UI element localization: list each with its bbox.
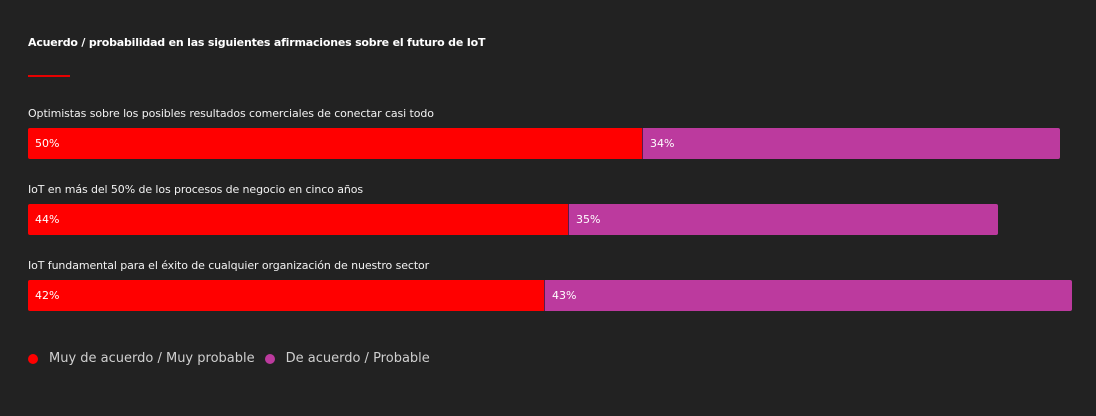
bar-row: 42% 43%: [28, 280, 1072, 311]
bar-segment-series-b: 43%: [544, 280, 1072, 311]
legend-item-series-b: De acuerdo / Probable: [264, 351, 430, 366]
legend-label-series-b: De acuerdo / Probable: [285, 351, 430, 366]
bar-segment-series-a: 42%: [28, 280, 544, 311]
bar-segment-series-b: 34%: [642, 128, 1060, 159]
bar-row: 50% 34%: [28, 128, 1060, 159]
title-underline: [28, 75, 70, 77]
chart-title: Acuerdo / probabilidad en las siguientes…: [28, 36, 486, 49]
bar-segment-series-a: 44%: [28, 204, 568, 235]
bar-row: 44% 35%: [28, 204, 998, 235]
category-label: Optimistas sobre los posibles resultados…: [28, 107, 434, 120]
category-label: IoT en más del 50% de los procesos de ne…: [28, 183, 364, 196]
legend: Muy de acuerdo / Muy probable De acuerdo…: [28, 351, 440, 366]
bar-segment-series-a: 50%: [28, 128, 642, 159]
legend-dot-series-b: [264, 353, 275, 364]
legend-dot-series-a: [28, 353, 38, 364]
legend-label-series-a: Muy de acuerdo / Muy probable: [49, 351, 255, 366]
legend-item-series-a: Muy de acuerdo / Muy probable: [28, 351, 255, 366]
category-label: IoT fundamental para el éxito de cualqui…: [28, 259, 430, 272]
bar-segment-series-b: 35%: [568, 204, 998, 235]
